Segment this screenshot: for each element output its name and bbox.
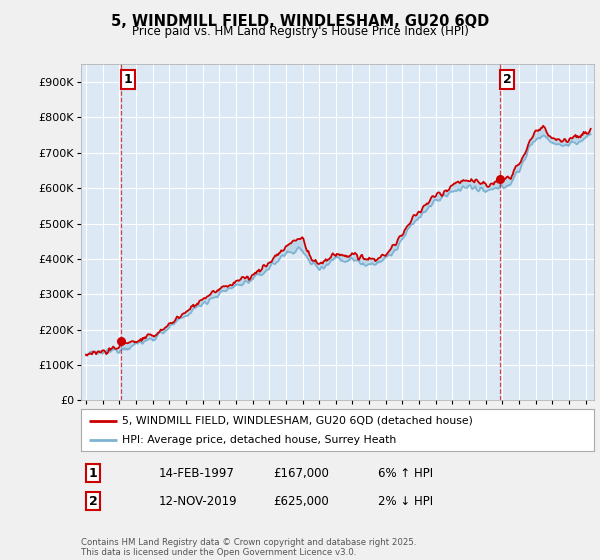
Text: 12-NOV-2019: 12-NOV-2019 xyxy=(159,494,238,508)
Text: £625,000: £625,000 xyxy=(273,494,329,508)
Text: 1: 1 xyxy=(124,73,133,86)
Text: 14-FEB-1997: 14-FEB-1997 xyxy=(159,466,235,480)
Text: 5, WINDMILL FIELD, WINDLESHAM, GU20 6QD (detached house): 5, WINDMILL FIELD, WINDLESHAM, GU20 6QD … xyxy=(122,416,473,426)
Text: 2% ↓ HPI: 2% ↓ HPI xyxy=(378,494,433,508)
Text: £167,000: £167,000 xyxy=(273,466,329,480)
Text: 5, WINDMILL FIELD, WINDLESHAM, GU20 6QD: 5, WINDMILL FIELD, WINDLESHAM, GU20 6QD xyxy=(111,14,489,29)
Text: 2: 2 xyxy=(89,494,97,508)
Text: Price paid vs. HM Land Registry's House Price Index (HPI): Price paid vs. HM Land Registry's House … xyxy=(131,25,469,38)
Text: 6% ↑ HPI: 6% ↑ HPI xyxy=(378,466,433,480)
Text: 2: 2 xyxy=(503,73,511,86)
Text: HPI: Average price, detached house, Surrey Heath: HPI: Average price, detached house, Surr… xyxy=(122,435,396,445)
Text: Contains HM Land Registry data © Crown copyright and database right 2025.
This d: Contains HM Land Registry data © Crown c… xyxy=(81,538,416,557)
Text: 1: 1 xyxy=(89,466,97,480)
